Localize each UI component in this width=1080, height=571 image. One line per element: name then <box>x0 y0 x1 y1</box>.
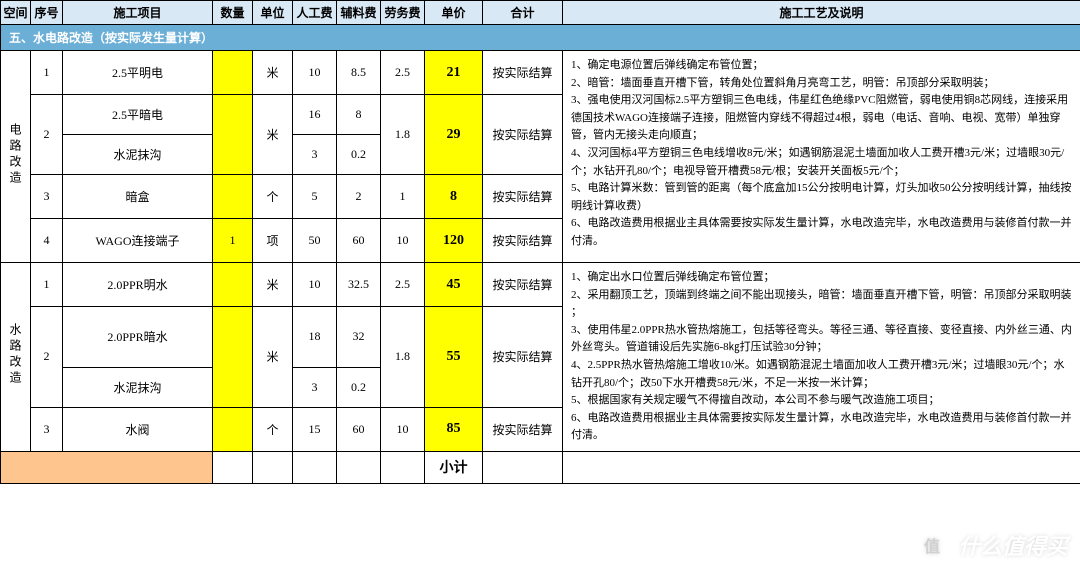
watermark-badge-icon: 值 <box>914 527 950 563</box>
watermark-text: 什么值得买 <box>958 529 1068 561</box>
header-row: 空间 序号 施工项目 数量 单位 人工费 辅料费 劳务费 单价 合计 施工工艺及… <box>1 1 1080 25</box>
col-desc: 施工工艺及说明 <box>563 1 1080 25</box>
space-cell: 水路改造 <box>1 263 31 452</box>
col-space: 空间 <box>1 1 31 25</box>
table-row: 水路改造12.0PPR明水米1032.52.545按实际结算1、确定出水口位置后… <box>1 263 1080 307</box>
col-num: 序号 <box>31 1 63 25</box>
subtotal-row: 小计 <box>1 451 1080 483</box>
table-row: 电路改造12.5平明电米108.52.521按实际结算1、确定电源位置后弹线确定… <box>1 51 1080 95</box>
description-cell: 1、确定出水口位置后弹线确定布管位置； 2、采用翻顶工艺，顶端到终端之间不能出现… <box>563 263 1080 452</box>
col-qty: 数量 <box>213 1 253 25</box>
col-unit: 单位 <box>253 1 293 25</box>
subtotal-label: 小计 <box>425 451 483 483</box>
construction-table: 空间 序号 施工项目 数量 单位 人工费 辅料费 劳务费 单价 合计 施工工艺及… <box>0 0 1080 484</box>
col-project: 施工项目 <box>63 1 213 25</box>
watermark: 值 什么值得买 <box>914 527 1068 563</box>
col-total: 合计 <box>483 1 563 25</box>
col-price: 单价 <box>425 1 483 25</box>
col-material: 辅料费 <box>337 1 381 25</box>
space-cell: 电路改造 <box>1 51 31 263</box>
col-service: 劳务费 <box>381 1 425 25</box>
description-cell: 1、确定电源位置后弹线确定布管位置； 2、暗管：墙面垂直开槽下管，转角处位置斜角… <box>563 51 1080 263</box>
col-labor: 人工费 <box>293 1 337 25</box>
section-header: 五、水电路改造（按实际发生量计算） <box>1 25 1080 51</box>
